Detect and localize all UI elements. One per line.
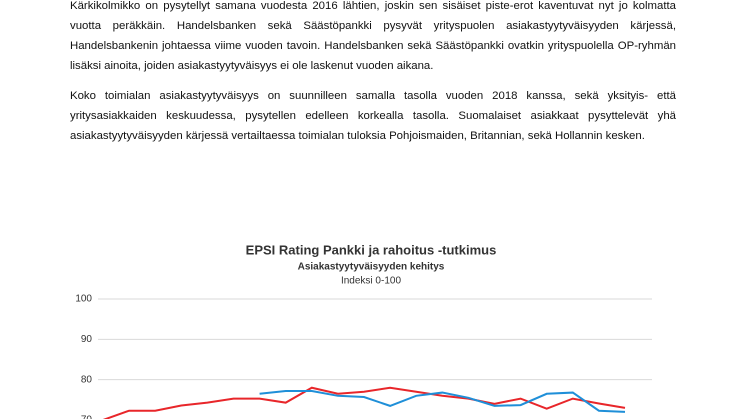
y-tick-label: 70	[81, 415, 93, 419]
chart-note: Indeksi 0-100	[341, 276, 401, 287]
series-line	[102, 386, 626, 419]
y-tick-label: 80	[81, 374, 93, 385]
document-text: Kärkikolmikko on pysytellyt samana vuode…	[70, 0, 676, 156]
y-tick-label: 90	[81, 334, 93, 345]
chart-subtitle: Asiakastyytyväisyyden kehitys	[298, 262, 445, 273]
series-line	[259, 389, 626, 413]
paragraph: Koko toimialan asiakastyytyväisyys on su…	[70, 90, 676, 142]
paragraph: Kärkikolmikko on pysytellyt samana vuode…	[70, 0, 676, 72]
chart-title: EPSI Rating Pankki ja rahoitus -tutkimus	[246, 242, 497, 257]
y-tick-label: 100	[75, 294, 92, 305]
